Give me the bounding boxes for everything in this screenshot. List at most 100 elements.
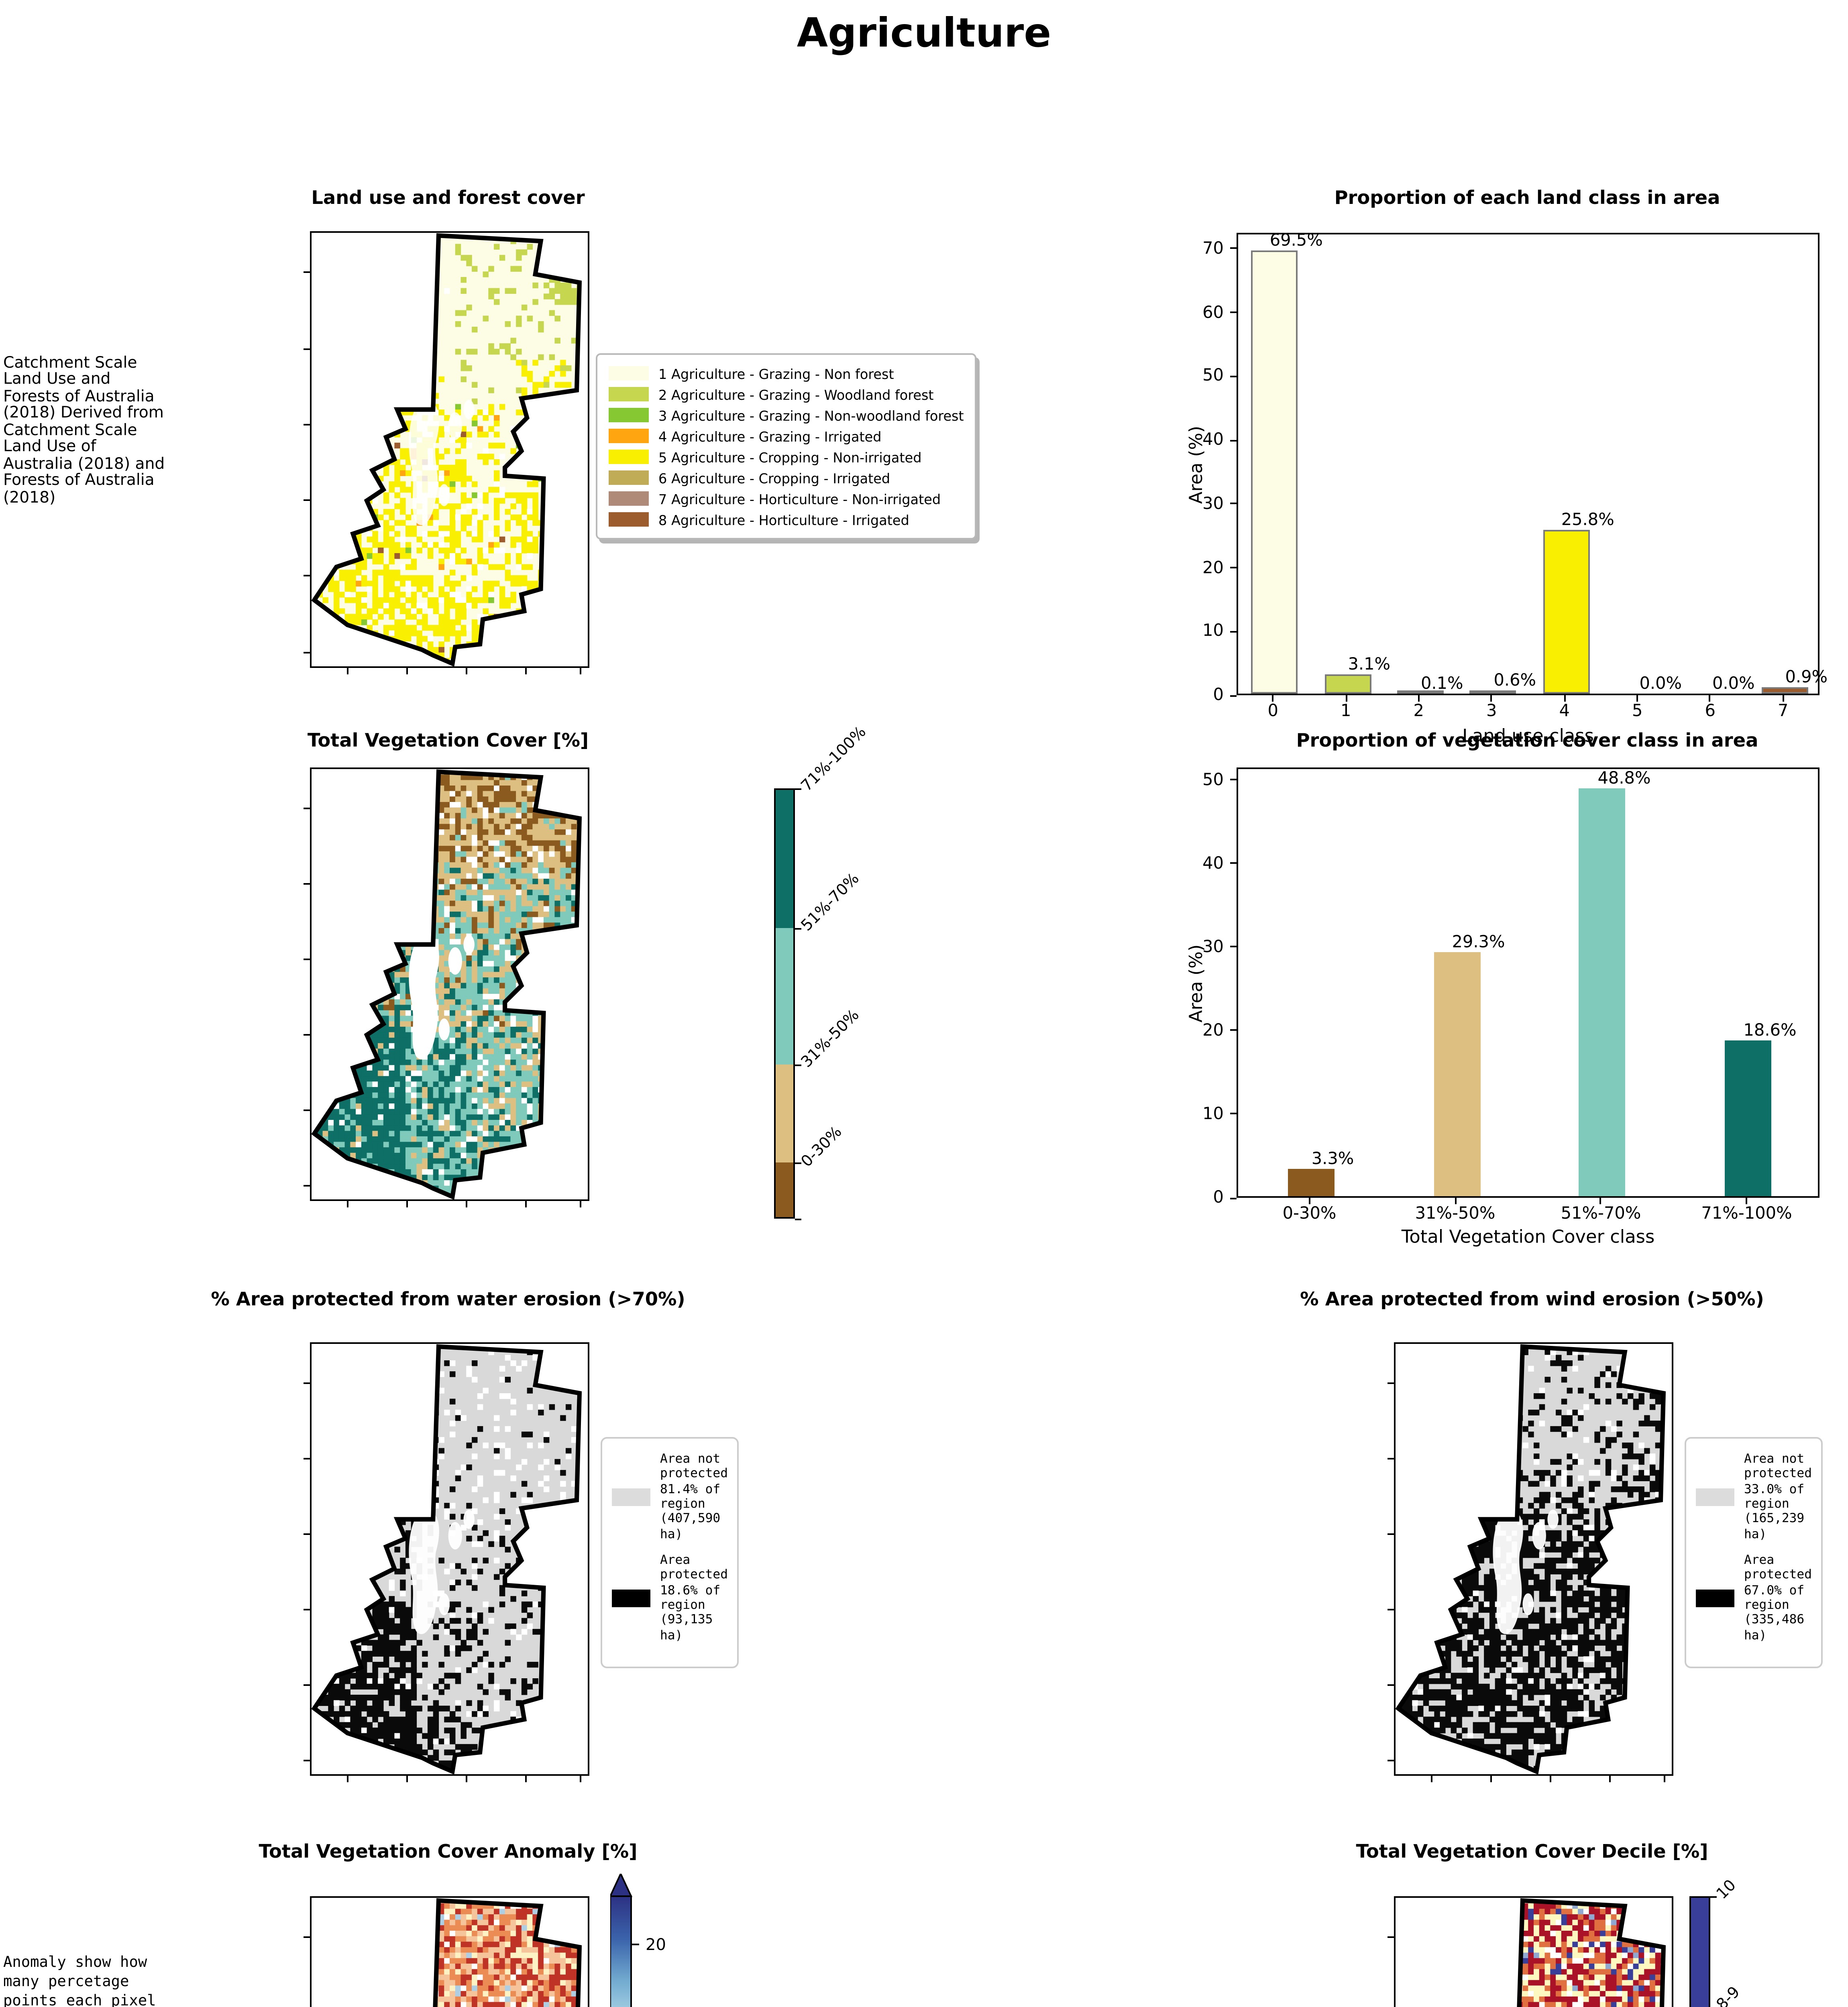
plot-area xyxy=(1237,233,1819,695)
water-erosion-title: % Area protected from water erosion (>70… xyxy=(211,1288,685,1310)
bar-value-label: 69.5% xyxy=(1269,231,1323,250)
veg-class-chart-title: Proportion of vegetation cover class in … xyxy=(1296,729,1758,751)
x-tick-label: 0-30% xyxy=(1282,1204,1337,1223)
water-erosion-map xyxy=(304,1342,589,1782)
bar-31%-50% xyxy=(1433,951,1480,1196)
legend-label: Area protected 18.6% of region (93,135 h… xyxy=(660,1553,728,1643)
decile-map xyxy=(1388,1896,1673,2007)
bar-0 xyxy=(1251,250,1298,694)
land-use-map xyxy=(304,231,589,674)
y-tick-label: 0 xyxy=(1213,1188,1224,1207)
y-tick-label: 20 xyxy=(1202,1021,1224,1040)
bar-value-label: 0.0% xyxy=(1712,674,1755,694)
colorbar-label: 10 xyxy=(1714,1877,1740,1903)
colorbar-label: 8-9 xyxy=(1714,1984,1744,2007)
y-tick-label: 60 xyxy=(1202,303,1224,322)
legend-label: 4 Agriculture - Grazing - Irrigated xyxy=(658,428,882,444)
y-tick-label: 10 xyxy=(1202,622,1224,641)
decile-colorbar: 108-94-72-31 xyxy=(1689,1877,1802,2007)
legend-swatch xyxy=(609,450,649,464)
bar-1 xyxy=(1324,674,1371,694)
legend-swatch xyxy=(609,387,649,401)
land-use-legend: 1 Agriculture - Grazing - Non forest 2 Ag… xyxy=(596,353,977,539)
legend-label: Area not protected 81.4% of region (407,… xyxy=(660,1451,728,1541)
legend-swatch xyxy=(612,1488,650,1506)
wind-erosion-legend: Area not protected 33.0% of region (165,… xyxy=(1685,1437,1823,1669)
y-axis-label: Area (%) xyxy=(1186,425,1207,504)
y-tick-label: 0 xyxy=(1213,686,1224,705)
anomaly-caption: Anomaly show how many percetage points e… xyxy=(3,1954,156,2007)
x-tick-label: 2 xyxy=(1413,702,1424,721)
land-use-caption: Catchment Scale Land Use and Forests of … xyxy=(3,355,165,507)
y-tick-label: 30 xyxy=(1202,494,1224,514)
legend-swatch xyxy=(609,408,649,422)
anomaly-colorbar: 20100−10−20 xyxy=(609,1872,703,2007)
colorbar-segment xyxy=(776,1162,793,1217)
colorbar-segment xyxy=(1691,1898,1709,2007)
legend-label: 2 Agriculture - Grazing - Woodland fores… xyxy=(658,386,934,402)
x-tick-label: 1 xyxy=(1341,702,1351,721)
colorbar-segment xyxy=(776,790,793,929)
legend-swatch xyxy=(609,513,649,526)
bar-0-30% xyxy=(1288,1168,1335,1196)
bar-2 xyxy=(1397,690,1444,694)
x-tick-label: 51%-70% xyxy=(1561,1204,1641,1223)
legend-swatch xyxy=(609,429,649,443)
x-tick-label: 7 xyxy=(1778,702,1789,721)
water-erosion-legend: Area not protected 81.4% of region (407,… xyxy=(601,1437,739,1669)
veg-cover-map-title: Total Vegetation Cover [%] xyxy=(307,729,589,751)
colorbar-label: 31%-50% xyxy=(798,1007,863,1072)
y-tick-label: 20 xyxy=(1202,558,1224,578)
y-tick-label: 50 xyxy=(1202,366,1224,386)
legend-swatch xyxy=(1696,1589,1734,1607)
bar-51%-70% xyxy=(1579,788,1626,1196)
colorbar-label: 0-30% xyxy=(798,1123,846,1171)
y-tick-label: 50 xyxy=(1202,770,1224,790)
legend-label: 3 Agriculture - Grazing - Non-woodland f… xyxy=(658,407,964,423)
colorbar-label: 51%-70% xyxy=(798,870,863,935)
bar-7 xyxy=(1761,688,1808,694)
bar-value-label: 0.9% xyxy=(1785,668,1828,688)
y-tick-label: 10 xyxy=(1202,1104,1224,1124)
y-tick-label: 70 xyxy=(1202,239,1224,259)
veg-cover-colorbar: 71%-100% 51%-70% 31%-50% 0-30% xyxy=(774,724,886,1219)
legend-swatch xyxy=(1696,1488,1734,1506)
bar-value-label: 18.6% xyxy=(1743,1021,1797,1041)
land-use-map-title: Land use and forest cover xyxy=(311,186,585,209)
legend-swatch xyxy=(609,471,649,484)
x-tick-label: 5 xyxy=(1632,702,1643,721)
wind-erosion-map xyxy=(1388,1342,1673,1782)
legend-label: 8 Agriculture - Horticulture - Irrigated xyxy=(658,511,909,527)
bar-value-label: 25.8% xyxy=(1561,510,1614,529)
bar-value-label: 3.3% xyxy=(1311,1149,1354,1169)
bar-value-label: 0.1% xyxy=(1420,674,1463,693)
y-tick-label: 40 xyxy=(1202,430,1224,450)
bar-3 xyxy=(1470,690,1517,694)
anomaly-map xyxy=(304,1896,589,2007)
legend-label: 6 Agriculture - Cropping - Irrigated xyxy=(658,470,890,486)
bar-71%-100% xyxy=(1725,1040,1772,1196)
x-tick-label: 6 xyxy=(1705,702,1716,721)
y-tick-label: 40 xyxy=(1202,854,1224,873)
x-axis-label: Total Vegetation Cover class xyxy=(1401,1227,1655,1248)
legend-swatch xyxy=(609,366,649,380)
x-axis-label: Land use class xyxy=(1462,726,1594,747)
legend-label: Area protected 67.0% of region (335,486 … xyxy=(1744,1553,1812,1643)
decile-map-title: Total Vegetation Cover Decile [%] xyxy=(1356,1840,1708,1862)
x-tick-label: 31%-50% xyxy=(1415,1204,1496,1223)
bar-value-label: 48.8% xyxy=(1597,769,1651,789)
colorbar-label: 71%-100% xyxy=(798,723,870,796)
bar-value-label: 0.0% xyxy=(1639,674,1682,694)
colorbar-segment xyxy=(776,1064,793,1163)
plot-area xyxy=(1237,767,1819,1198)
bar-value-label: 29.3% xyxy=(1452,932,1505,952)
y-tick-label: 30 xyxy=(1202,937,1224,957)
x-tick-label: 71%-100% xyxy=(1701,1204,1792,1223)
x-tick-label: 4 xyxy=(1559,702,1570,721)
bar-value-label: 0.6% xyxy=(1493,670,1536,690)
wind-erosion-title: % Area protected from wind erosion (>50%… xyxy=(1300,1288,1764,1310)
colorbar-segment xyxy=(776,928,793,1064)
y-axis-label: Area (%) xyxy=(1186,944,1207,1023)
legend-swatch xyxy=(612,1589,650,1607)
